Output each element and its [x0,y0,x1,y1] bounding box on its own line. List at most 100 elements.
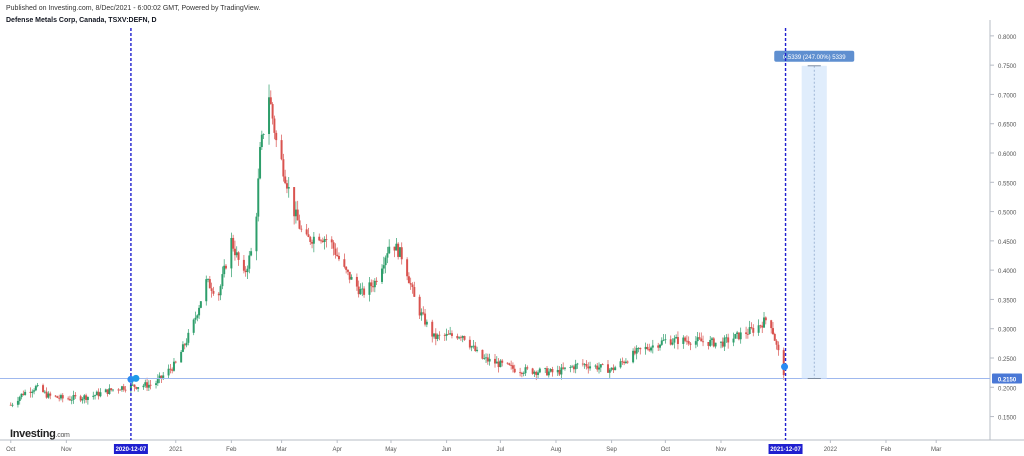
candle-body [526,367,529,369]
x-tick-label: Jul [497,447,505,453]
candle-body [348,271,351,280]
candle-body [181,344,184,352]
candle-body [725,337,728,339]
candle-body [572,366,575,370]
candle-body [174,361,177,363]
candle-body [499,360,502,368]
candle-body [782,350,785,376]
candle-body [463,336,466,340]
candle-body [284,176,287,184]
candle-body [651,345,654,348]
candle-body [558,370,561,375]
candle-body [375,280,378,282]
candle-body [418,296,421,316]
candle-body [311,241,314,244]
candle-body [689,343,692,345]
candle-body [549,369,552,372]
x-tick-label: Jun [442,447,452,453]
candle-body [650,347,653,351]
candle-body [673,338,676,343]
candle-body [282,159,285,177]
candle-body [61,395,64,399]
candle-body [434,333,437,339]
x-tick-label: Mar [931,447,941,453]
candle-body [702,341,705,343]
candle-body [447,333,450,335]
candle-body [633,350,636,354]
candle-body [294,209,297,217]
candle-body [146,382,149,388]
candle-body [160,375,163,378]
candle-body [395,243,398,251]
y-tick-label: 0.4500 [998,240,1017,246]
y-tick-label: 0.8000 [998,35,1017,41]
candle-body [411,284,414,288]
candle-body [208,279,211,289]
candle-body [556,370,559,373]
candle-body [576,363,579,365]
candle-body [752,327,755,333]
candle-body [606,364,609,373]
candle-body [632,350,635,363]
candle-body [104,389,107,393]
candle-body [598,367,601,370]
candle-body [619,361,622,368]
candle-body [422,312,425,314]
date-marker-label: 2020-12-07 [116,447,147,453]
candle-body [47,393,50,398]
candle-body [363,288,366,295]
candle-body [436,334,439,339]
candle-body [235,252,238,256]
candle-body [459,337,462,339]
candle-body [711,338,714,340]
last-price-badge [992,373,1022,384]
candle-body [737,332,740,340]
candle-body [167,368,170,376]
candle-body [180,351,183,363]
candle-body [544,368,547,370]
candle-body [334,248,337,255]
candle-body [110,388,113,391]
candle-body [381,268,384,282]
candle-body [506,362,509,364]
candle-body [646,346,649,350]
candle-body [700,338,703,342]
candle-body [111,389,114,391]
candle-body [321,240,324,243]
candle-body [36,385,39,387]
candle-body [511,365,514,369]
x-tick-label: 2021 [169,447,183,453]
candle-body [42,385,45,392]
candle-body [120,386,123,390]
candle-body [775,340,778,345]
candle-body [187,332,190,343]
y-tick-label: 0.3500 [998,298,1017,304]
candle-body [271,104,274,119]
candle-body [621,361,624,363]
candle-body [759,325,762,327]
candle-body [280,140,283,160]
candle-body [481,349,484,359]
candle-body [574,364,577,370]
candle-body [296,209,299,221]
date-marker-badge [768,444,803,454]
candle-body [384,257,387,266]
candle-body [533,371,536,374]
candle-body [468,339,471,348]
x-tick-label: Feb [881,447,892,453]
candle-body [635,348,638,354]
candle-body [16,400,19,405]
candle-body [445,333,448,336]
candle-body [400,247,403,260]
candle-body [551,369,554,373]
candle-body [72,395,75,400]
candle-body [156,378,159,384]
candle-body [644,346,647,350]
instrument-title: Defense Metals Corp, Canada, TSXV:DEFN, … [6,17,157,24]
candle-body [472,345,475,347]
candle-body [750,327,753,328]
candle-body [171,369,174,371]
candle-body [275,132,278,141]
candle-body [221,274,224,287]
